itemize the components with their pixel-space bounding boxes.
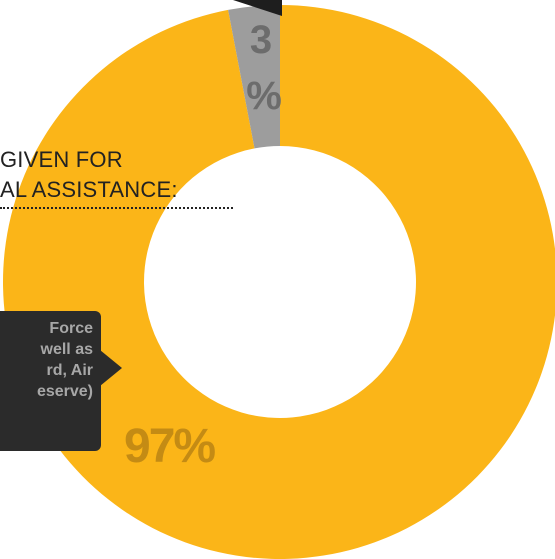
slice-label-3-percent: % bbox=[246, 74, 282, 118]
dotted-divider bbox=[0, 207, 233, 209]
slice-97-percent bbox=[3, 5, 555, 559]
callout-pointer bbox=[100, 350, 122, 386]
callout-box: Force well as rd, Air eserve) bbox=[0, 311, 101, 451]
callout-line-2: well as bbox=[40, 341, 93, 358]
slice-3-percent bbox=[228, 5, 280, 149]
donut-slices bbox=[3, 5, 555, 559]
slice-label-97: 97% bbox=[124, 420, 215, 473]
callout-line-3: rd, Air bbox=[46, 362, 93, 379]
heading-line-1: GIVEN FOR bbox=[0, 147, 123, 172]
slice-label-3-digit: 3 bbox=[250, 18, 272, 62]
heading-line-2: AL ASSISTANCE: bbox=[0, 177, 178, 202]
callout-line-1: Force bbox=[49, 320, 93, 337]
callout-line-4: eserve) bbox=[36, 383, 93, 400]
top-pointer-arrow bbox=[233, 0, 282, 16]
